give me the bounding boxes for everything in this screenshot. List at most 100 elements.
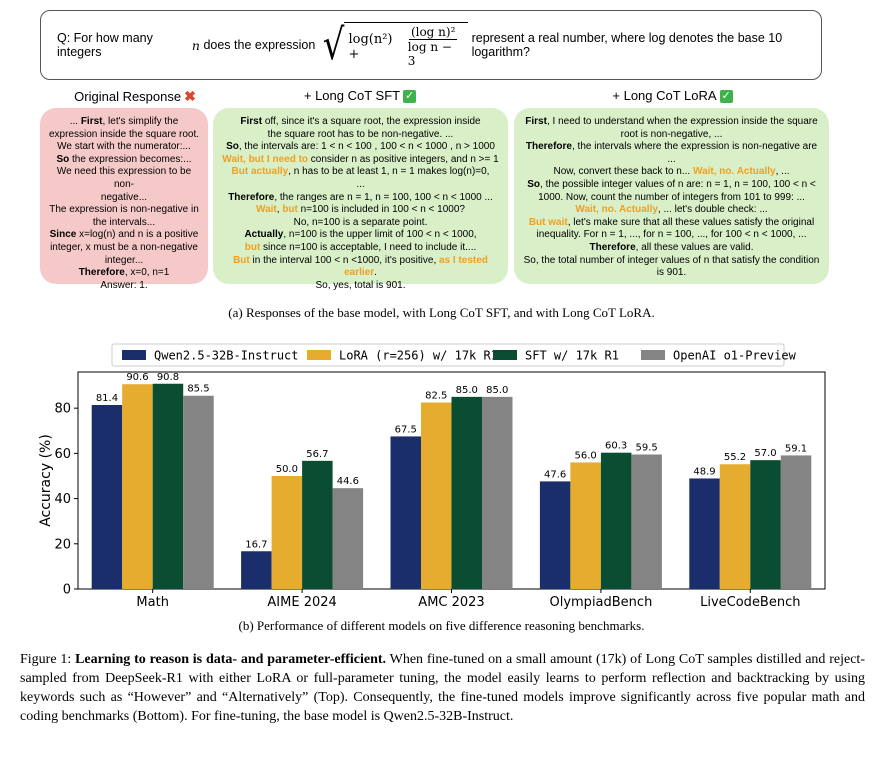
- bold-keyword: Therefore: [525, 141, 572, 153]
- response-line: Therefore, x=0, n=1: [48, 267, 200, 280]
- response-text: integer, x must be a non-negative: [50, 241, 198, 253]
- data-label: 60.3: [605, 441, 627, 452]
- radicand-left: log(n²) +: [348, 31, 393, 62]
- cross-icon: ✖: [184, 88, 196, 104]
- response-line: So, the intervals are: 1 < n < 100 , 100…: [221, 141, 500, 154]
- bar-openai-o1-preview: [780, 455, 812, 589]
- response-line: But wait, let's make sure that all these…: [522, 217, 821, 230]
- response-text: 1000. Now, count the number of integers …: [538, 191, 805, 203]
- data-label: 56.0: [575, 450, 597, 461]
- lora-response-bubble: First, I need to understand when the exp…: [514, 108, 829, 284]
- column-header-original: Original Response ✖: [40, 88, 230, 105]
- y-axis-label: Accuracy (%): [38, 434, 54, 527]
- question-variable: n: [191, 37, 200, 53]
- data-label: 44.6: [337, 476, 359, 487]
- response-line: Therefore, the ranges are n = 1, n = 100…: [221, 192, 500, 205]
- bold-keyword: Therefore: [78, 267, 125, 279]
- response-text: expression inside the square root.: [48, 128, 200, 140]
- bar-openai-o1-preview: [332, 488, 364, 589]
- response-text: negative...: [100, 191, 148, 203]
- response-text: The expression is non-negative in: [49, 204, 199, 216]
- reflection-keyword: Wait: [256, 204, 277, 216]
- response-text: , n has to be at least 1, n = 1 makes lo…: [288, 166, 490, 178]
- reflection-keyword: But: [233, 254, 250, 266]
- legend-swatch: [122, 350, 146, 360]
- bar-openai-o1-preview: [631, 454, 662, 589]
- legend-swatch: [641, 350, 665, 360]
- bar-lora-r-256-w-17k-r1: [570, 462, 601, 589]
- response-line: ...: [221, 179, 500, 192]
- y-tick-label: 80: [54, 402, 71, 417]
- response-text: ,: [276, 204, 283, 216]
- response-line: earlier.: [221, 267, 500, 280]
- response-line: So the expression becomes:...: [48, 154, 200, 167]
- data-label: 48.9: [693, 466, 715, 477]
- data-label: 85.5: [187, 384, 209, 395]
- response-line: So, the possible integer values of n are…: [522, 179, 821, 192]
- bold-keyword: So: [56, 153, 70, 165]
- bar-sft-w-17k-r1: [750, 460, 781, 589]
- y-tick-label: 60: [54, 447, 71, 462]
- data-label: 55.2: [724, 452, 746, 463]
- bold-keyword: First: [80, 116, 103, 127]
- response-line: The expression is non-negative in: [48, 204, 200, 217]
- data-label: 47.6: [544, 469, 566, 480]
- response-text: the expression becomes:...: [69, 153, 192, 165]
- response-line: ... First, let's simplify the: [48, 116, 200, 129]
- data-label: 90.6: [126, 372, 148, 383]
- response-line: Wait, no. Actually, ... let's double che…: [522, 204, 821, 217]
- data-label: 59.5: [636, 443, 658, 454]
- fraction-denominator: log n − 3: [407, 40, 452, 68]
- bar-sft-w-17k-r1: [451, 396, 482, 589]
- response-line: the square root has to be non-negative. …: [221, 129, 500, 142]
- bar-qwen2-5-32b-instruct: [539, 481, 571, 589]
- bar-sft-w-17k-r1: [302, 460, 333, 589]
- response-line: First off, since it's a square root, the…: [221, 116, 500, 129]
- legend-label: LoRA (r=256) w/ 17k R1: [339, 349, 498, 363]
- response-text: We need this expression to be non-: [56, 166, 192, 190]
- y-tick-label: 40: [54, 492, 71, 507]
- response-text: integer...: [104, 254, 144, 266]
- x-tick-label: LiveCodeBench: [700, 595, 800, 610]
- response-text: , all these values are valid.: [635, 241, 754, 253]
- legend-swatch: [307, 350, 331, 360]
- question-prefix: Q: For how many integers: [57, 31, 153, 59]
- bar-sft-w-17k-r1: [152, 383, 184, 589]
- reflection-keyword: Wait, no. Actually: [575, 204, 658, 216]
- figure-caption-bold: Learning to reason is data- and paramete…: [75, 652, 387, 667]
- bar-qwen2-5-32b-instruct: [689, 478, 720, 589]
- question-box: Q: For how many integers n does the expr…: [40, 10, 822, 80]
- data-label: 82.5: [425, 391, 447, 402]
- response-line: Since x=log(n) and n is a positive: [48, 229, 200, 242]
- y-tick-label: 0: [63, 583, 71, 598]
- checkmark-icon: ✓: [403, 90, 417, 104]
- response-text: , the ranges are n = 1, n = 100, 100 < n…: [274, 191, 493, 203]
- response-text: , n=100 is the upper limit of 100 < n < …: [283, 229, 477, 241]
- bar-openai-o1-preview: [482, 396, 513, 589]
- response-line: Wait, but I need to consider n as positi…: [221, 154, 500, 167]
- legend-label: OpenAI o1-Preview: [673, 349, 797, 363]
- math-expression: √ log(n²) + (log n)² log n − 3: [323, 22, 468, 68]
- data-label: 85.0: [486, 385, 508, 396]
- response-text: , the possible integer values of n are: …: [540, 178, 816, 190]
- data-label: 16.7: [245, 539, 267, 550]
- response-text: , let's make sure that all these values …: [567, 216, 815, 228]
- response-line: Answer: 1.: [48, 280, 200, 293]
- reflection-keyword: Wait, but I need to: [222, 153, 309, 165]
- data-label: 50.0: [276, 464, 298, 475]
- bold-keyword: Since: [49, 229, 77, 241]
- bar-chart: 0 20 40 60 80 Accuracy (%) 81.4 90.6 90.8 85.5 Mat…: [38, 343, 826, 610]
- bar-qwen2-5-32b-instruct: [390, 436, 421, 589]
- response-line: expression inside the square root.: [48, 129, 200, 142]
- column-header-lora: + Long CoT LoRA ✓: [515, 88, 830, 104]
- response-text: ...: [356, 178, 365, 190]
- bold-keyword: First: [525, 116, 547, 127]
- response-line: Therefore, the intervals where the expre…: [522, 141, 821, 166]
- reflection-keyword: earlier: [344, 267, 375, 279]
- response-line: is 901.: [522, 267, 821, 280]
- response-text: since n=100 is acceptable, I need to inc…: [260, 241, 477, 253]
- figure-caption: Figure 1: Learning to reason is data- an…: [20, 650, 865, 726]
- data-label: 85.0: [456, 385, 478, 396]
- response-text: , let's simplify the: [102, 116, 179, 127]
- legend-swatch: [493, 350, 517, 360]
